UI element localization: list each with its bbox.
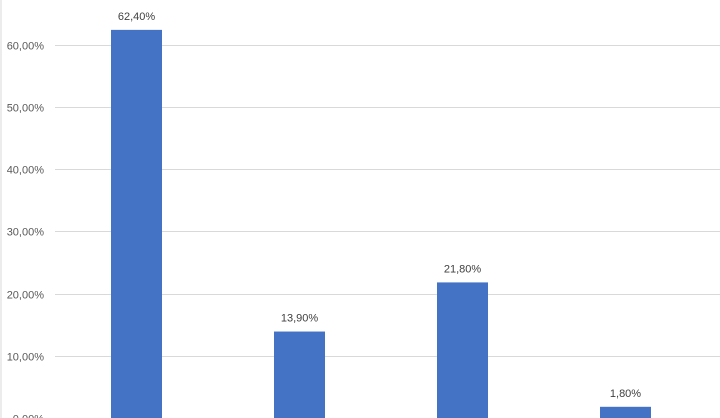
data-label: 1,80% <box>610 388 641 400</box>
y-tick-label: 10,00% <box>7 352 45 364</box>
bar <box>437 282 488 418</box>
y-tick-label: 60,00% <box>7 41 45 53</box>
bar <box>600 406 651 418</box>
data-label: 62,40% <box>118 11 156 23</box>
y-tick-label: 40,00% <box>7 165 45 177</box>
y-tick-label: 0,00% <box>13 414 44 418</box>
y-tick-label: 20,00% <box>7 290 45 302</box>
bar <box>111 29 162 418</box>
data-label: 13,90% <box>281 313 319 325</box>
data-label: 21,80% <box>444 263 482 275</box>
y-tick-label: 50,00% <box>7 103 45 115</box>
bar <box>274 331 325 418</box>
y-tick-label: 30,00% <box>7 227 45 239</box>
